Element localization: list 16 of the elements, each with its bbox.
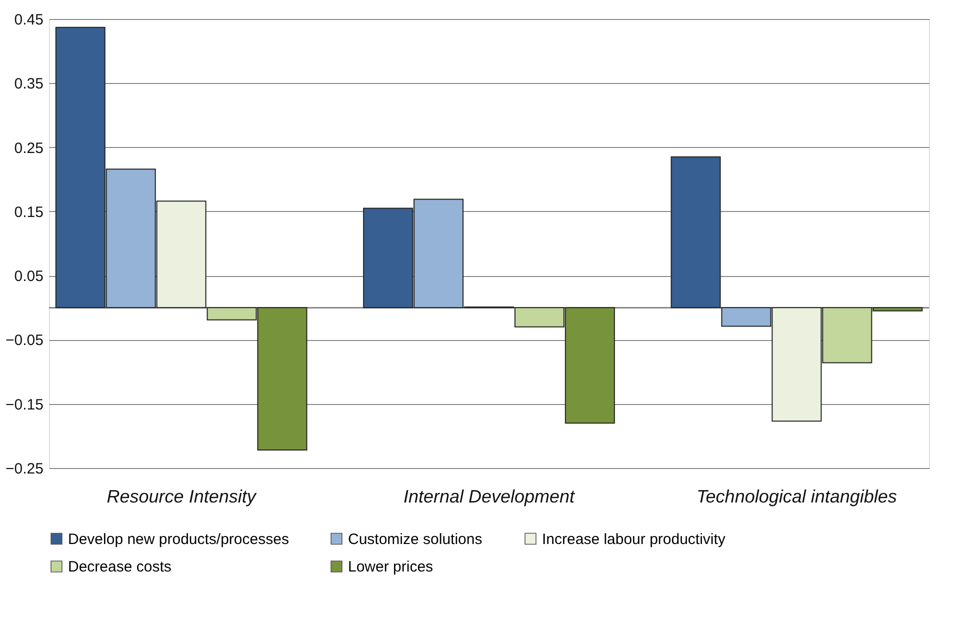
x-tick-label: Resource Intensity [106,486,257,506]
y-tick-label: 0.05 [14,268,44,286]
y-tick-label: −0.15 [6,396,44,414]
y-tick-label: 0.25 [14,140,44,157]
legend-label: Increase labour productivity [542,530,726,548]
y-tick-label: −0.25 [6,460,44,478]
legend-label: Lower prices [348,558,434,576]
y-tick-label: 0.35 [14,76,44,93]
legend-label: Customize solutions [348,530,482,548]
legend-label: Decrease costs [68,558,172,576]
y-tick-label: 0.15 [14,204,44,221]
y-tick-label: 0.45 [14,12,44,28]
x-tick-label: Technological intangibles [696,486,897,506]
legend-label: Develop new products/processes [68,530,289,548]
x-tick-label: Internal Development [403,486,576,506]
y-tick-label: −0.05 [6,332,44,350]
